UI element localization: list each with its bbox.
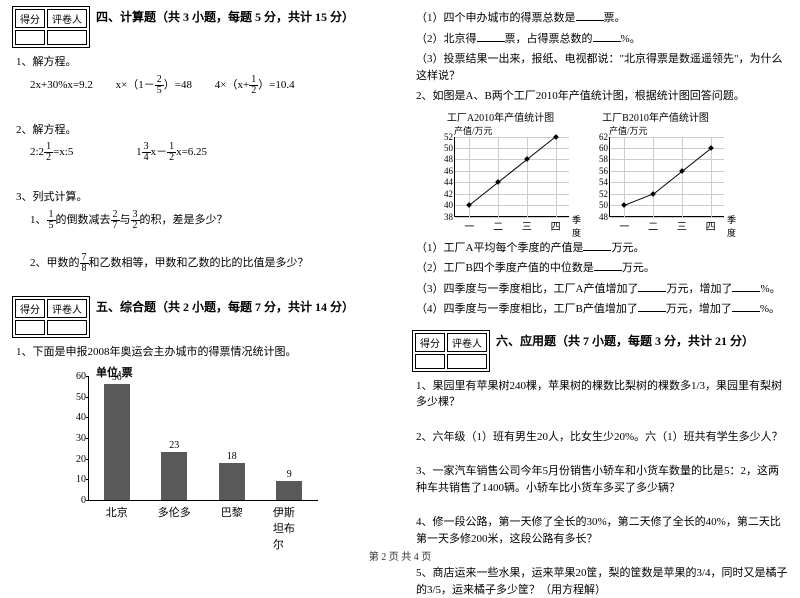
score-box: 得分评卷人 xyxy=(12,6,90,48)
linechart-b-title: 工厂B2010年产值统计图 xyxy=(587,109,724,124)
linechart-b-wrap: 工厂B2010年产值统计图 产值/万元 4850525456586062一二三四… xyxy=(587,109,724,220)
score-h2: 评卷人 xyxy=(47,9,87,28)
bar-cat: 伊斯坦布尔 xyxy=(273,504,306,552)
bar-chart: 单位:票010203040506056北京23多伦多18巴黎9伊斯坦布尔 xyxy=(62,366,322,522)
q6-2: 2、六年级（1）班有男生20人，比女生少20%。六（1）班共有学生多少人？ xyxy=(416,429,788,446)
section5-title: 五、综合题（共 2 小题，每题 7 分，共计 14 分） xyxy=(96,298,354,315)
s4: （4）四季度与一季度相比，工厂B产值增加了万元，增加了%。 xyxy=(416,301,788,318)
section5-header: 得分评卷人 五、综合题（共 2 小题，每题 7 分，共计 14 分） xyxy=(12,296,388,338)
bar xyxy=(104,384,130,500)
bar xyxy=(276,481,302,500)
bar-value: 9 xyxy=(287,469,292,480)
ylab-a: 产值/万元 xyxy=(454,124,569,137)
section6-title: 六、应用题（共 7 小题，每题 3 分，共计 21 分） xyxy=(496,332,754,349)
bar xyxy=(219,463,245,500)
section6-header: 得分评卷人 六、应用题（共 7 小题，每题 3 分，共计 21 分） xyxy=(412,330,788,372)
section4-header: 得分评卷人 四、计算题（共 3 小题，每题 5 分，共计 15 分） xyxy=(12,6,388,48)
eq-2b: 134x－12x=6.25 xyxy=(136,142,207,163)
score-h1: 得分 xyxy=(15,9,45,28)
eq-1c: 4×（x+12）=10.4 xyxy=(215,75,295,96)
q6-3: 3、一家汽车销售公司今年5月份销售小轿车和小货车数量的比是5：2，这两种车共销售… xyxy=(416,463,788,496)
line-charts-row: 工厂A2010年产值统计图 产值/万元 3840424446485052一二三四… xyxy=(432,109,788,220)
linechart-a: 3840424446485052一二三四季度 xyxy=(454,137,569,217)
bar-cat: 巴黎 xyxy=(221,504,243,520)
q4-1-eqs: 2x+30%x=9.2 x×（1－25）=48 4×（x+12）=10.4 xyxy=(30,75,388,96)
r-1: （1）四个申办城市的得票总数是票。 xyxy=(416,10,788,27)
r-3: （3）投票结果一出来，报纸、电视都说："北京得票是数遥遥领先"，为什么这样说？ xyxy=(416,51,788,84)
q5-1: 1、下面是申报2008年奥运会主办城市的得票情况统计图。 xyxy=(16,344,388,361)
eq-1a: 2x+30%x=9.2 xyxy=(30,77,93,94)
q4-2: 2、解方程。 xyxy=(16,122,388,139)
q6-4: 4、修一段公路，第一天修了全长的30%，第二天修了全长的40%，第二天比第一天多… xyxy=(416,514,788,547)
bar-value: 23 xyxy=(169,440,179,451)
section4-title: 四、计算题（共 3 小题，每题 5 分，共计 15 分） xyxy=(96,8,354,25)
bar-cat: 多伦多 xyxy=(158,504,191,520)
bar xyxy=(161,452,187,500)
eq-2a: 2:212=x:5 xyxy=(30,142,73,163)
score-box-5: 得分评卷人 xyxy=(12,296,90,338)
r-2: （2）北京得票，占得票总数的%。 xyxy=(416,31,788,48)
right-column: （1）四个申办城市的得票总数是票。 （2）北京得票，占得票总数的%。 （3）投票… xyxy=(400,0,800,545)
linechart-a-title: 工厂A2010年产值统计图 xyxy=(432,109,569,124)
q6-5: 5、商店运来一些水果，运来苹果20筐，梨的筐数是苹果的3/4，同时又是橘子的3/… xyxy=(416,565,788,598)
bar-value: 56 xyxy=(112,372,122,383)
eq-1b: x×（1－25）=48 xyxy=(116,75,192,96)
left-column: 得分评卷人 四、计算题（共 3 小题，每题 5 分，共计 15 分） 1、解方程… xyxy=(0,0,400,545)
q6-1: 1、果园里有苹果树240棵，苹果树的棵数比梨树的棵数多1/3，果园里有梨树多少棵… xyxy=(416,378,788,411)
q4-1: 1、解方程。 xyxy=(16,54,388,71)
bar-cat: 北京 xyxy=(106,504,128,520)
page-footer: 第 2 页 共 4 页 xyxy=(0,548,800,563)
ylab-b: 产值/万元 xyxy=(609,124,724,137)
linechart-b: 4850525456586062一二三四季度 xyxy=(609,137,724,217)
s1: （1）工厂A平均每个季度的产值是万元。 xyxy=(416,240,788,257)
q4-3-1: 1、15的倒数减去27与32的积，差是多少？ xyxy=(30,210,388,231)
s3: （3）四季度与一季度相比，工厂A产值增加了万元，增加了%。 xyxy=(416,281,788,298)
q4-3: 3、列式计算。 xyxy=(16,189,388,206)
q4-3-2: 2、甲数的78和乙数相等，甲数和乙数的比的比值是多少？ xyxy=(30,253,388,274)
score-box-6: 得分评卷人 xyxy=(412,330,490,372)
r-q2: 2、如图是A、B两个工厂2010年产值统计图，根据统计图回答问题。 xyxy=(416,88,788,105)
s2: （2）工厂B四个季度产值的中位数是万元。 xyxy=(416,260,788,277)
bar-value: 18 xyxy=(227,451,237,462)
linechart-a-wrap: 工厂A2010年产值统计图 产值/万元 3840424446485052一二三四… xyxy=(432,109,569,220)
q4-2-eqs: 2:212=x:5 134x－12x=6.25 xyxy=(30,142,388,163)
